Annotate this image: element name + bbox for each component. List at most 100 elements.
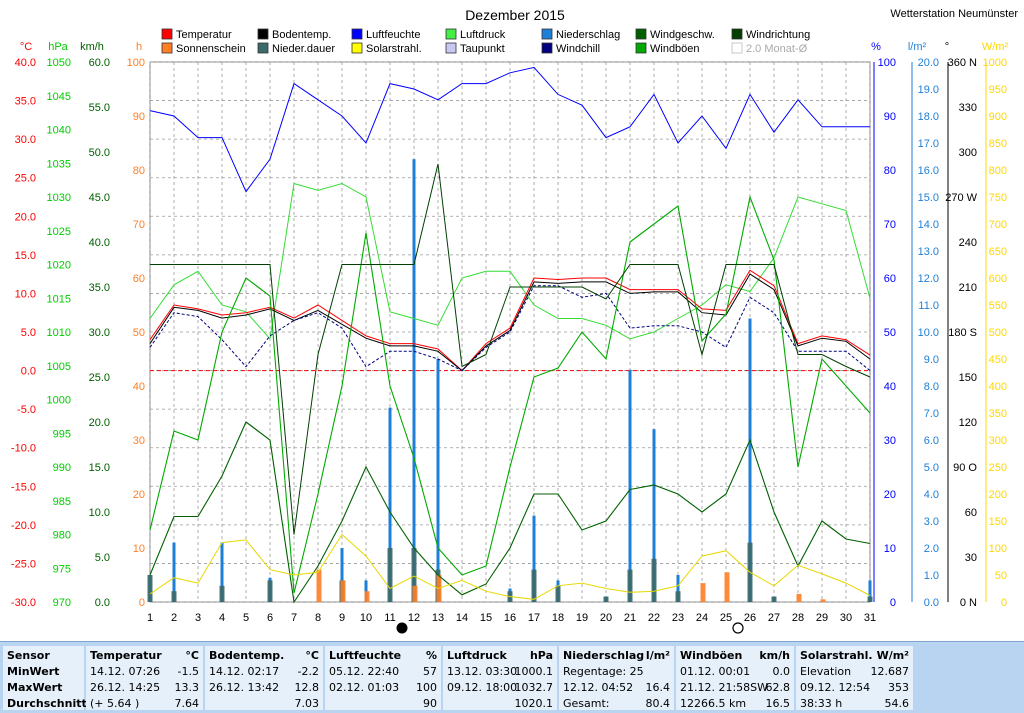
stats-value: 1032.7	[514, 681, 554, 694]
axis-tick-label: 30	[884, 435, 896, 447]
stats-panel: Niederschlag l/m² Regentage: 25 12.12. 04:5…	[559, 646, 674, 710]
axis-tick-label: 1040	[47, 125, 71, 137]
series-windrichtung	[150, 163, 871, 535]
stats-text: Luftdruck	[447, 649, 507, 662]
bar-sonnenschein	[340, 580, 346, 602]
x-tick-label: 14	[456, 612, 468, 624]
series-pressure	[149, 182, 871, 340]
x-tick-label: 2	[171, 612, 177, 624]
stats-value: 13.3	[174, 681, 200, 694]
stats-text: Luftfeuchte	[329, 649, 402, 662]
axis-tick-label: 100	[127, 57, 145, 69]
stats-value: -2.2	[297, 665, 319, 678]
axis-tick-label: -25.0	[11, 558, 36, 570]
axis-tick-label: 80	[133, 165, 145, 177]
stats-text: 14.12. 07:26	[90, 665, 161, 678]
axis-tick-label: 250	[989, 462, 1007, 474]
axis-tick-label: 2.0	[924, 543, 939, 555]
axis-tick-label: 350	[989, 408, 1007, 420]
axis-tick-label: 35.0	[89, 282, 110, 294]
axis-tick-label: 800	[989, 165, 1007, 177]
axis-unit: %	[871, 41, 881, 53]
x-tick-label: 21	[624, 612, 636, 624]
axis-tick-label: 600	[989, 273, 1007, 285]
axis-tick-label: 20	[884, 489, 896, 501]
stats-value: 1000.1	[514, 665, 554, 678]
axis-tick-label: 300	[989, 435, 1007, 447]
bar-niederdauer	[147, 575, 153, 602]
axis-tick-label: 10	[884, 543, 896, 555]
legend-label-wind: Windgeschw.	[650, 29, 715, 41]
label-max: MaxWert	[7, 681, 63, 694]
axes: °C 40.0 35.0 30.0 25.0 20.0 15.0 10.0 5.0 0.0 -5.0…	[11, 41, 1009, 609]
axis-tick-label: 150	[989, 516, 1007, 528]
axis-tick-label: 550	[989, 300, 1007, 312]
series-bodentemp	[149, 273, 871, 372]
axis-tick-label: 5.0	[95, 552, 110, 564]
stats-value: W/m²	[876, 649, 909, 662]
axis-tick-label: 4.0	[924, 489, 939, 501]
stats-value: 12.8	[294, 681, 320, 694]
bar-sonnenschein	[364, 591, 370, 602]
stats-value: 7.03	[294, 697, 320, 710]
bar-niederdauer	[387, 548, 393, 602]
axis-tick-label: 50	[995, 570, 1007, 582]
axis-tick-label: 20.0	[15, 211, 36, 223]
bar-niederdauer	[411, 548, 417, 602]
axis-tick-label: 400	[989, 381, 1007, 393]
axis-tick-label: 60.0	[89, 57, 110, 69]
station-name: Wetterstation Neumünster	[890, 8, 1018, 20]
axis-tick-label: 90 O	[953, 462, 977, 474]
stats-value: 16.5	[765, 697, 791, 710]
axis-tick-label: 8.0	[924, 381, 939, 393]
legend-label-press: Luftdruck	[460, 29, 506, 41]
stats-value: -1.5	[177, 665, 199, 678]
x-tick-label: 5	[243, 612, 249, 624]
stats-text: Elevation	[800, 665, 852, 678]
axis-tick-label: 60	[965, 507, 977, 519]
axis-tick-label: 1045	[47, 91, 71, 103]
legend-swatch-chill	[541, 42, 553, 54]
bar-niederschlag	[220, 542, 224, 602]
stats-value: 0.0	[772, 665, 791, 678]
stats-text: 02.12. 01:03	[329, 681, 400, 694]
stats-value: 1020.1	[514, 697, 554, 710]
axis-tick-label: 10.0	[89, 507, 110, 519]
stats-text: 09.12. 18:00	[447, 681, 518, 694]
axis-tick-label: 200	[989, 489, 1007, 501]
axis-tick-label: 1030	[47, 192, 71, 204]
axis-tick-label: 0	[890, 597, 896, 609]
axis-tick-label: 1050	[47, 57, 71, 69]
stats-value: 353	[888, 681, 909, 694]
axis-tick-label: 240	[959, 237, 977, 249]
axis-tick-label: 500	[989, 327, 1007, 339]
stats-value: 62.8	[765, 681, 791, 694]
axis-tick-label: 0 N	[960, 597, 977, 609]
stats-value: 100	[416, 681, 437, 694]
axis-tick-label: 100	[989, 543, 1007, 555]
legend-label-chill: Windchill	[556, 43, 600, 55]
legend-swatch-ground	[257, 28, 269, 40]
axis-tick-label: 30	[965, 552, 977, 564]
legend-swatch-gust	[635, 42, 647, 54]
legend-swatch-dew	[445, 42, 457, 54]
legend-swatch-temp	[161, 28, 173, 40]
stats-panel: Luftfeuchte% 05.12. 22:40 57 02.12. 01:03 10…	[325, 646, 441, 710]
axis-tick-label: 35.0	[15, 96, 36, 108]
stats-text: Temperatur	[90, 649, 162, 662]
axis-tick-label: 9.0	[924, 354, 939, 366]
axis-tick-label: 50	[884, 327, 896, 339]
legend-swatch-wind	[635, 28, 647, 40]
axis-tick-label: 90	[133, 111, 145, 123]
axis-tick-label: 5.0	[924, 462, 939, 474]
bar-niederdauer	[867, 596, 873, 602]
plot-area	[147, 61, 873, 604]
x-tick-label: 19	[576, 612, 588, 624]
stats-panel: Temperatur °C 14.12. 07:26 -1.5 26.12. 14:25…	[86, 646, 203, 710]
axis-tick-label: 0	[139, 597, 145, 609]
bar-niederschlag	[388, 407, 392, 602]
axis-tick-label: 60	[884, 273, 896, 285]
stats-text: Niederschlag	[563, 649, 645, 662]
bar-niederdauer	[267, 580, 273, 602]
stats-text: 09.12. 12:54	[800, 681, 871, 694]
